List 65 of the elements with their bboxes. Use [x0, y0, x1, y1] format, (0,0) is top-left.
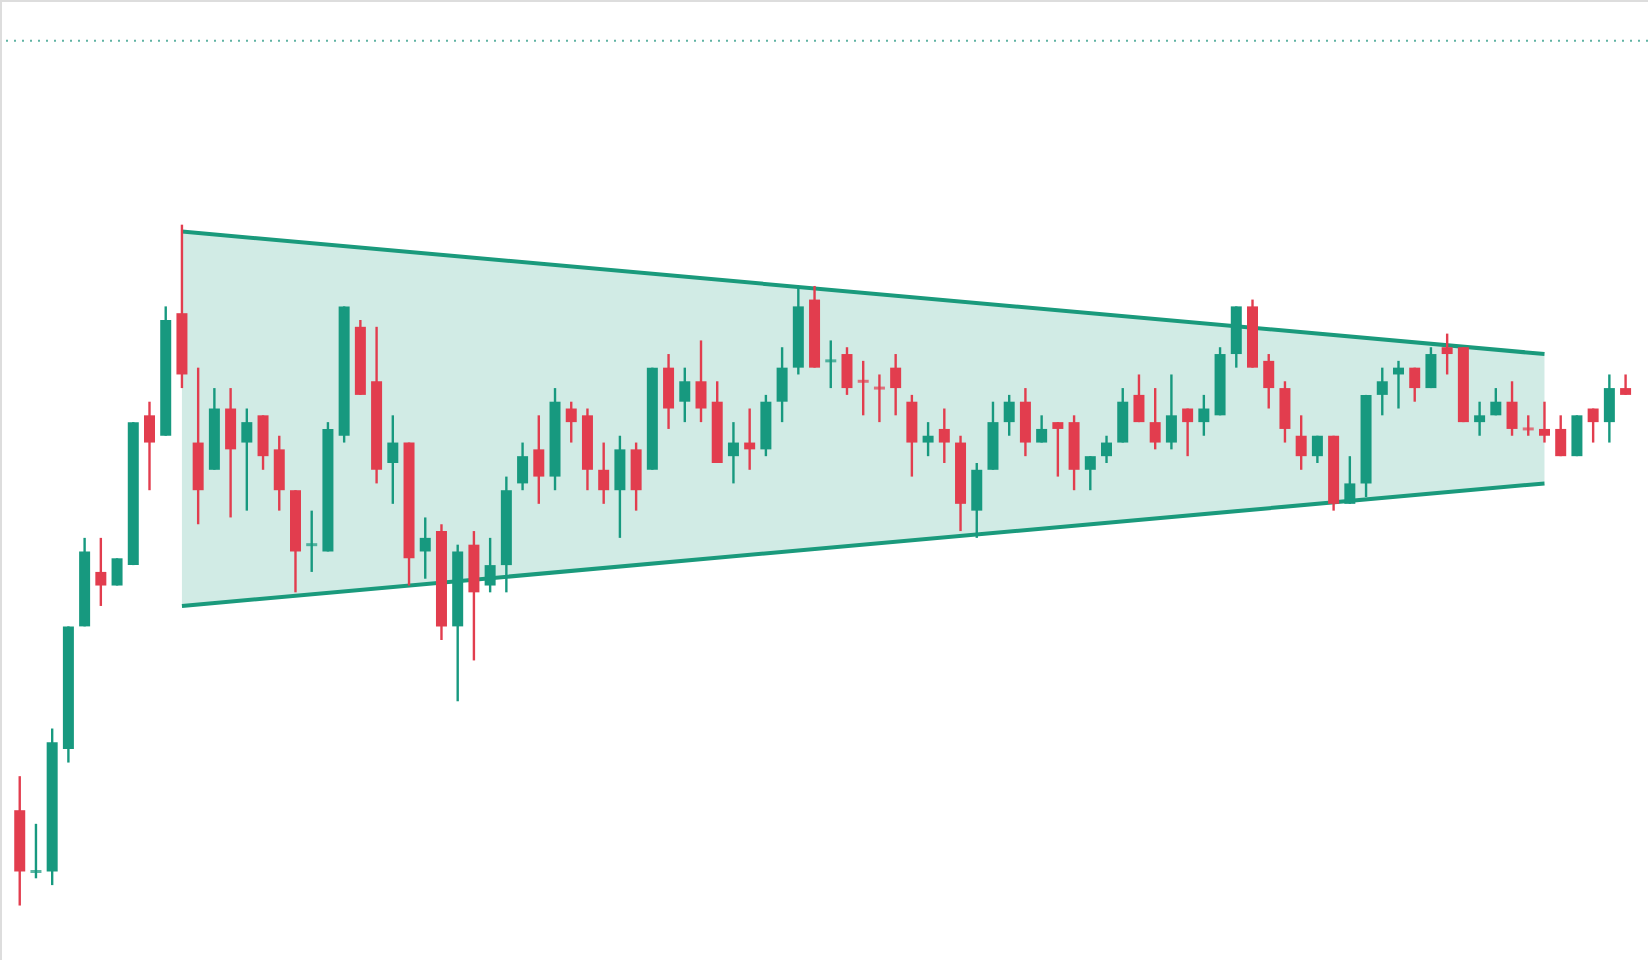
candlestick — [922, 420, 934, 458]
candlestick — [1263, 352, 1275, 410]
candlestick — [1052, 420, 1064, 478]
candlestick — [273, 434, 285, 512]
candlestick — [825, 339, 837, 390]
candlestick — [1587, 407, 1599, 444]
candlestick — [257, 414, 269, 471]
candlestick — [144, 400, 155, 492]
candlestick — [565, 400, 577, 444]
candlestick — [1506, 380, 1518, 437]
candlestick — [1409, 366, 1421, 403]
candlestick — [484, 536, 496, 594]
candlestick — [906, 393, 918, 478]
candlestick — [1490, 386, 1502, 417]
candlestick — [1068, 414, 1080, 492]
candlestick — [1474, 400, 1486, 437]
candlestick — [1555, 414, 1567, 458]
candlestick — [1165, 373, 1177, 451]
candlestick — [727, 420, 739, 485]
candlestick — [1133, 373, 1145, 424]
candlestick — [225, 386, 237, 519]
candlestick — [873, 373, 885, 424]
candlestick — [1522, 414, 1534, 437]
candlestick — [857, 359, 869, 417]
candlestick — [1311, 434, 1323, 465]
candlestick — [419, 516, 431, 580]
candlestick — [630, 441, 642, 512]
candlestick — [695, 339, 707, 424]
candlestick — [468, 529, 480, 662]
candlestick — [1295, 414, 1307, 471]
candlestick — [1538, 400, 1550, 444]
candlestick — [841, 346, 853, 397]
candlestick — [1003, 393, 1015, 437]
candlestick — [1149, 386, 1161, 451]
candlestick — [598, 441, 610, 506]
candlestick — [1441, 332, 1453, 376]
candlestick — [1036, 414, 1048, 444]
candlestick — [1101, 434, 1113, 465]
candlestick — [95, 536, 107, 608]
candlestick — [1019, 386, 1031, 458]
candlestick — [890, 352, 902, 417]
candlestick — [776, 346, 788, 424]
candlestick — [1117, 386, 1129, 444]
candlestick — [1376, 366, 1388, 417]
candlestick — [1084, 454, 1096, 492]
candlestick — [1198, 393, 1210, 437]
candlestick — [1571, 414, 1583, 458]
candlestick — [1603, 373, 1615, 444]
candlestick — [760, 393, 772, 458]
candlestick — [1620, 373, 1632, 397]
candlestick — [192, 366, 204, 526]
candlestick — [938, 407, 950, 465]
candlestick — [533, 414, 545, 506]
candlestick — [111, 557, 123, 587]
candlestick — [663, 352, 675, 431]
candlestick — [614, 434, 626, 540]
candlestick — [30, 822, 42, 880]
candlestick — [1279, 380, 1291, 444]
candlestick — [679, 366, 691, 424]
candlestick — [241, 407, 253, 512]
candlestick — [1182, 407, 1194, 458]
candlestick — [306, 509, 318, 574]
candlestick — [387, 414, 399, 506]
candlestick — [517, 441, 529, 492]
candlestick — [987, 400, 999, 471]
